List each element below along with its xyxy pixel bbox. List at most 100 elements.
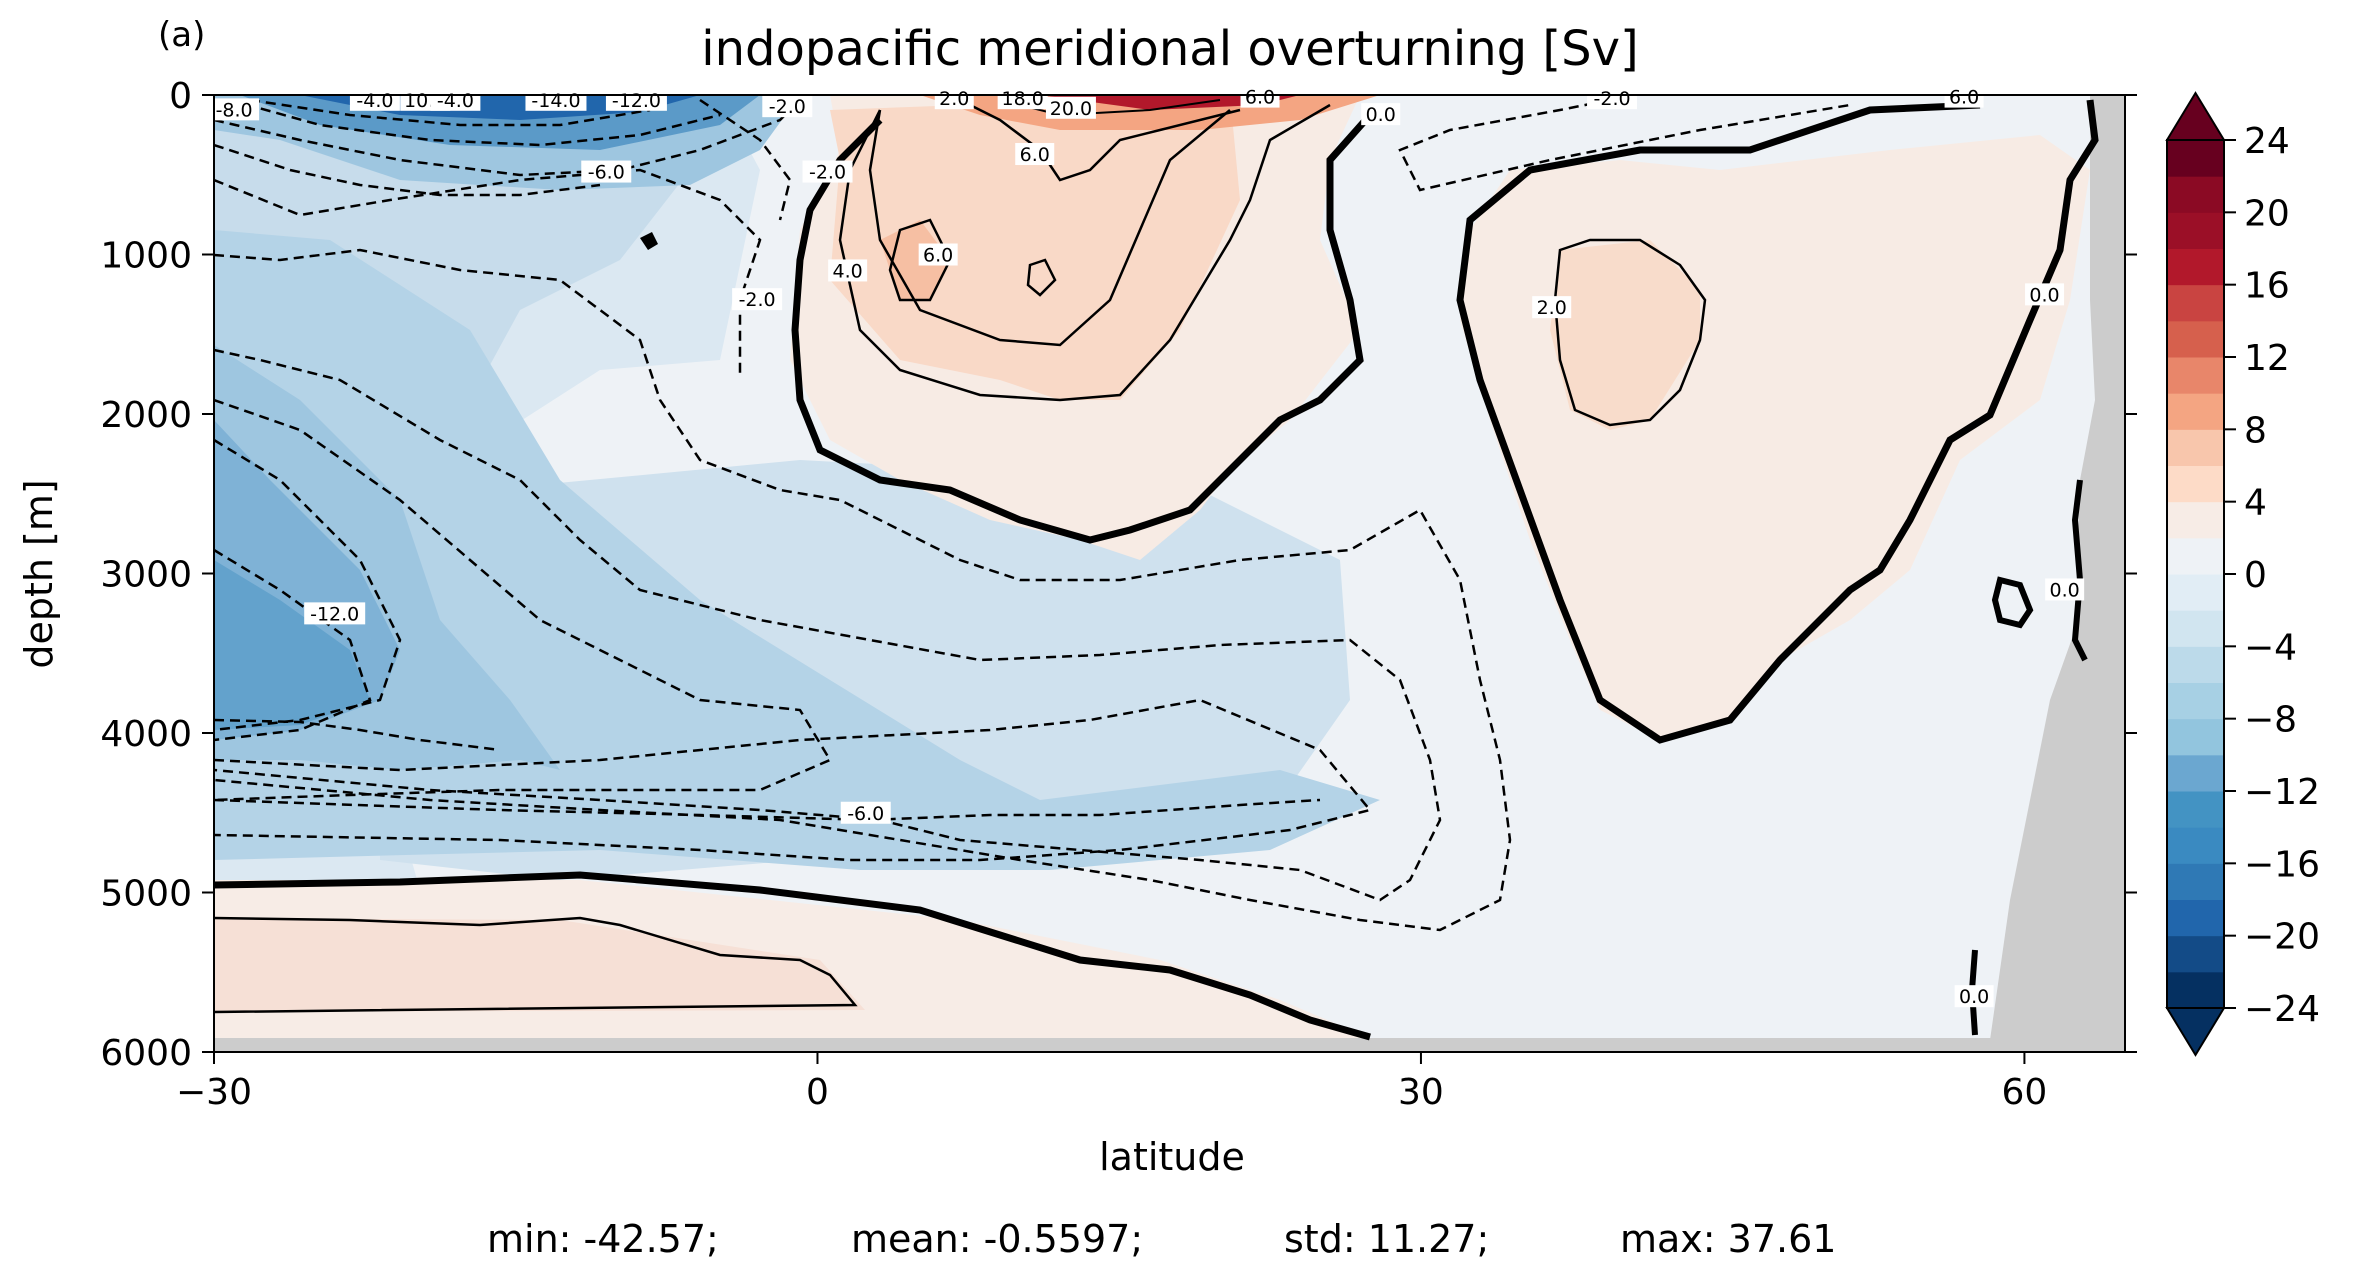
colorbar-tick-label: −12 [2244,772,2320,813]
land-mask [1960,95,2125,1052]
panel-label: (a) [158,15,205,55]
contour-neg-surface-2 [229,98,721,147]
stat-mean: mean: -0.5597; [851,1217,1143,1261]
contour-label-bg-25 [1954,985,1994,1008]
contour-east-pos-2 [1553,238,1707,427]
contour-neg-surface-3 [249,98,651,127]
contour-neg-2b [1398,98,1851,192]
contour-label-6: -2.0 [769,96,806,118]
contour-pos-6b [1026,258,1057,297]
contour-label-bg-21 [2025,283,2065,306]
contour-label-20: 2.0 [1537,297,1567,319]
contour-label-3: -4.0 [437,90,474,112]
contour-label-bg-11 [918,243,958,266]
contour-neg-surface-5 [699,98,792,221]
y-tick-label: 3000 [100,555,192,596]
contour-label-bg-13 [997,87,1048,110]
fill-band-neg-surface-3 [300,95,700,120]
contour-label-bg-16 [1240,85,1280,108]
contour-label-bg-12 [934,87,974,110]
chart-title: indopacific meridional overturning [Sv] [701,21,1638,77]
bottom-land-mask [214,1038,2125,1052]
contour-label-bg-23 [840,801,891,824]
colorbar-band-13 [2167,501,2224,539]
colorbar-band-20 [2167,248,2224,286]
colorbar-band-17 [2167,357,2224,394]
contour-fills [214,95,2125,1052]
contour-label-10: 4.0 [833,260,863,282]
contour-label-1: -4.0 [356,90,393,112]
contour-label-bg-15 [1015,143,1055,166]
contour-label-19: 6.0 [1949,87,1979,109]
zero-contour-bottom [214,871,1371,1041]
contour-label-bg-6 [762,95,813,118]
y-tick-label: 0 [169,76,192,117]
contour-labels: -8.0 -4.0 10.0-4.0 -14.0 -12.0 -2.0-6.0 -2.0-2… [209,85,2085,1008]
colorbar-extend-bottom [2165,1007,2226,1057]
contour-bottom-pos-2 [214,916,858,1014]
fill-band-surface-pos-2 [1040,95,1300,110]
colorbar-tick-label: 20 [2244,193,2290,234]
contour-label-bg-14 [1045,96,1096,119]
colorbar-band-12 [2167,537,2224,575]
contour-label-bg-19 [1944,85,1984,108]
negative-contours [214,98,1851,932]
y-tick-label: 5000 [100,874,192,915]
fill-band-east-2-4 [1550,240,1700,430]
contour-label-0: -8.0 [216,99,253,121]
colorbar-band-8 [2167,682,2224,720]
colorbar-band-2 [2167,899,2224,937]
contour-pos-8 [959,98,1241,182]
small-blob [640,232,658,250]
y-tick-label: 4000 [100,714,192,755]
contour-label-8: -2.0 [809,162,846,184]
contour-pos-6 [888,218,952,302]
colorbar-band-23 [2167,140,2224,177]
colorbar-band-1 [2167,935,2224,973]
colorbar-band-18 [2167,320,2224,358]
zero-contour-east [1456,99,2099,744]
contour-label-bg-18 [1587,87,1638,110]
contour-label-4: -14.0 [531,90,580,112]
colorbar-band-0 [2167,971,2224,1009]
contour-label-5: -12.0 [612,90,661,112]
colorbar-band-6 [2167,754,2224,792]
colorbar-tick-label: −20 [2244,917,2320,958]
contour-label-9: -2.0 [739,289,776,311]
contour-label-13: 18.0 [1001,88,1043,110]
contour-label-11: 6.0 [923,245,953,267]
y-axis-ticks: 0 1000 2000 3000 4000 5000 6000 [100,76,2137,1074]
contour-label-bg-17 [1361,103,1401,126]
colorbar-band-15 [2167,429,2224,466]
contour-pos-4 [868,109,1231,347]
colorbar-extend-top [2165,91,2226,141]
contour-pos-2 [838,103,1331,402]
contour-label-bg-20 [1532,296,1572,319]
contour-label-bg-9 [732,288,783,311]
y-tick-label: 2000 [100,395,192,436]
contour-neg-deep-1 [214,698,1373,862]
colorbar-band-14 [2167,465,2224,503]
stat-std: std: 11.27; [1284,1217,1489,1261]
colorbar-band-4 [2167,827,2224,864]
contour-label-bg-0 [209,98,260,121]
colorbar-tick-label: −24 [2244,989,2320,1030]
colorbar-tick-label: −4 [2244,627,2297,668]
colorbar-tick-label: 8 [2244,410,2267,451]
contour-label-18: -2.0 [1594,88,1631,110]
contour-label-24: 0.0 [2050,579,2080,601]
colorbar-band-9 [2167,646,2224,683]
contour-neg-4 [214,248,1512,932]
contour-label-bg-10 [828,259,868,282]
x-tick-label: 60 [2002,1072,2048,1113]
y-tick-label: 1000 [100,236,192,277]
contour-label-12: 2.0 [939,88,969,110]
colorbar-band-16 [2167,393,2224,430]
fill-band-bottom-2-4 [214,918,865,1012]
contour-label-16: 6.0 [1245,87,1275,109]
colorbar-band-22 [2167,176,2224,213]
contour-label-17: 0.0 [1366,104,1396,126]
contour-neg-10 [214,438,402,732]
colorbar-tick-label: −8 [2244,700,2297,741]
